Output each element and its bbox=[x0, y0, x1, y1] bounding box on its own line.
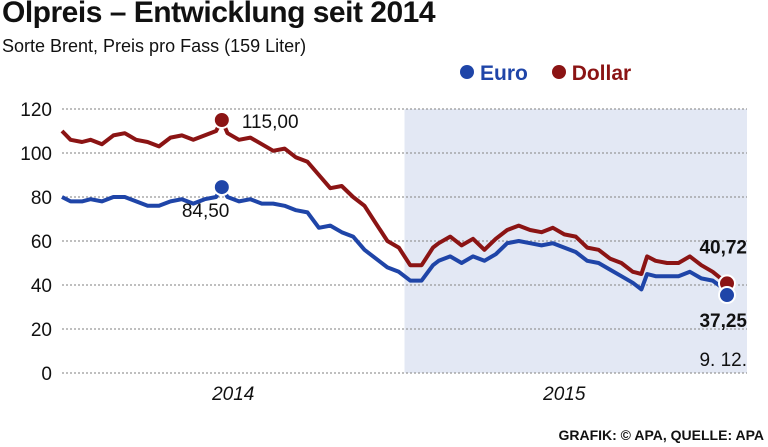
y-tick-label: 80 bbox=[31, 188, 52, 209]
y-tick-label: 40 bbox=[31, 276, 52, 297]
legend-euro-label: Euro bbox=[480, 62, 528, 85]
series-line-dollar bbox=[60, 118, 729, 285]
data-label: 84,50 bbox=[182, 201, 230, 222]
source-credit: GRAFIK: © APA, QUELLE: APA bbox=[558, 427, 764, 443]
y-tick-label: 20 bbox=[31, 320, 52, 341]
x-tick-label: 2014 bbox=[211, 384, 254, 405]
data-label: 115,00 bbox=[242, 112, 299, 133]
data-label: 40,72 bbox=[699, 237, 747, 258]
data-label: 37,25 bbox=[699, 311, 747, 332]
legend-dollar-label: Dollar bbox=[571, 62, 632, 85]
y-tick-label: 60 bbox=[31, 232, 52, 253]
legend: Euro Dollar bbox=[460, 62, 649, 86]
data-point-dollar bbox=[212, 111, 231, 129]
legend-dollar: Dollar bbox=[551, 62, 632, 85]
data-point-euro bbox=[718, 286, 736, 305]
y-tick-label: 100 bbox=[20, 144, 52, 165]
y-tick-label: 120 bbox=[20, 100, 52, 121]
legend-euro-dot-icon bbox=[460, 65, 474, 79]
data-point-euro bbox=[212, 178, 231, 197]
chart-subtitle: Sorte Brent, Preis pro Fass (159 Liter) bbox=[2, 36, 307, 56]
x-tick-label: 2015 bbox=[542, 384, 586, 405]
series-line-euro bbox=[61, 185, 729, 293]
end-date-label: 9. 12. bbox=[699, 350, 747, 371]
legend-euro: Euro bbox=[460, 62, 528, 85]
chart-title: Ölpreis – Entwicklung seit 2014 bbox=[2, 0, 436, 29]
y-tick-label: 0 bbox=[41, 364, 52, 385]
legend-dollar-dot-icon bbox=[551, 65, 566, 79]
